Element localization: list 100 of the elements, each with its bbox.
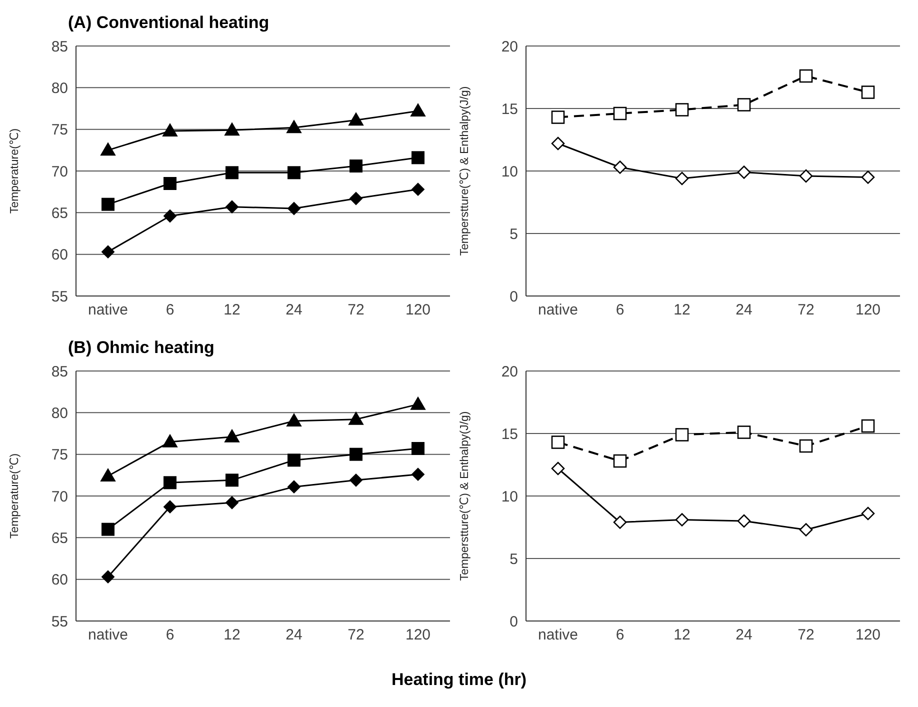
y-tick-label: 10 — [501, 163, 518, 180]
y-tick-label: 5 — [510, 226, 518, 243]
x-tick-label: native — [538, 626, 578, 644]
chart-title: (B) Ohmic heating — [67, 337, 216, 359]
point — [350, 448, 362, 461]
y-tick-label: 60 — [51, 246, 68, 264]
x-tick-label: native — [88, 302, 128, 319]
point — [410, 104, 426, 116]
y-tick-label: 85 — [51, 363, 68, 380]
x-tick-label: 24 — [736, 302, 752, 319]
y-axis-title: Temperstture(℃) & Enthalpy(J/g) — [459, 411, 472, 581]
y-tick-label: 0 — [510, 288, 518, 306]
x-tick-label: 120 — [855, 626, 881, 644]
point — [348, 412, 364, 425]
x-axis-title: Heating time (hr) — [390, 670, 528, 690]
point — [100, 468, 116, 482]
y-tick-label: 55 — [51, 288, 68, 306]
x-tick-label: 24 — [286, 626, 302, 644]
point — [799, 69, 813, 83]
point — [551, 136, 565, 150]
x-tick-label: native — [538, 302, 578, 319]
y-tick-label: 20 — [501, 38, 518, 56]
y-tick-label: 85 — [51, 38, 68, 56]
point — [861, 419, 875, 433]
y-tick-label: 70 — [51, 488, 68, 506]
point — [100, 142, 116, 156]
point — [102, 245, 114, 258]
x-tick-label: 12 — [674, 626, 690, 644]
x-tick-label: 72 — [348, 626, 364, 644]
point — [286, 414, 302, 426]
chart-title: (A) Conventional heating — [67, 12, 270, 34]
point — [675, 103, 689, 116]
point — [613, 516, 627, 529]
point — [102, 570, 114, 584]
point — [412, 151, 424, 164]
point — [350, 160, 362, 172]
x-tick-label: 12 — [674, 302, 690, 319]
point — [613, 454, 627, 468]
y-tick-label: 65 — [51, 530, 68, 547]
point — [613, 160, 627, 174]
point — [224, 429, 240, 442]
point — [799, 523, 813, 536]
y-tick-label: 80 — [51, 404, 68, 422]
point — [162, 124, 178, 136]
x-tick-label: 24 — [286, 302, 302, 319]
x-tick-label: 12 — [224, 626, 240, 644]
point — [102, 198, 114, 211]
y-tick-label: 65 — [51, 204, 68, 222]
point — [861, 170, 875, 184]
point — [288, 454, 300, 467]
y-tick-label: 0 — [510, 613, 518, 630]
x-tick-label: 72 — [348, 302, 364, 319]
point — [288, 166, 300, 180]
point — [737, 514, 751, 528]
point — [350, 192, 362, 205]
point — [737, 98, 751, 112]
point — [412, 182, 424, 196]
point — [412, 468, 424, 481]
x-tick-label: 72 — [798, 302, 814, 319]
point — [288, 480, 300, 494]
y-tick-label: 70 — [51, 163, 68, 180]
point — [226, 474, 238, 487]
y-tick-label: 75 — [51, 446, 68, 464]
point — [412, 442, 424, 455]
y-tick-label: 75 — [51, 122, 68, 139]
point — [551, 436, 565, 449]
point — [737, 426, 751, 439]
point — [226, 166, 238, 180]
x-tick-label: 120 — [855, 302, 881, 319]
point — [164, 210, 176, 222]
x-tick-label: 6 — [166, 626, 174, 644]
point — [226, 200, 238, 214]
y-tick-label: 15 — [501, 100, 518, 118]
point — [350, 474, 362, 487]
y-tick-label: 55 — [51, 613, 68, 630]
point — [675, 513, 689, 526]
point — [861, 86, 875, 99]
point — [799, 169, 813, 183]
point — [224, 122, 240, 136]
y-tick-label: 60 — [51, 572, 68, 589]
x-tick-label: 6 — [166, 302, 174, 319]
point — [226, 496, 238, 510]
point — [164, 177, 176, 190]
point — [799, 439, 813, 453]
point — [551, 110, 565, 124]
point — [675, 428, 689, 442]
x-tick-label: 120 — [405, 626, 431, 644]
point — [348, 112, 364, 126]
y-tick-label: 80 — [51, 80, 68, 97]
y-tick-label: 5 — [510, 550, 518, 568]
x-tick-label: 12 — [224, 302, 240, 319]
point — [164, 500, 176, 514]
y-axis-title: Temperstture(℃) & Enthalpy(J/g) — [459, 86, 472, 256]
x-tick-label: native — [88, 626, 128, 644]
y-tick-label: 15 — [501, 426, 518, 443]
point — [162, 434, 178, 448]
point — [675, 172, 689, 186]
y-tick-label: 10 — [501, 488, 518, 506]
x-tick-label: 6 — [616, 626, 624, 644]
point — [410, 396, 426, 410]
